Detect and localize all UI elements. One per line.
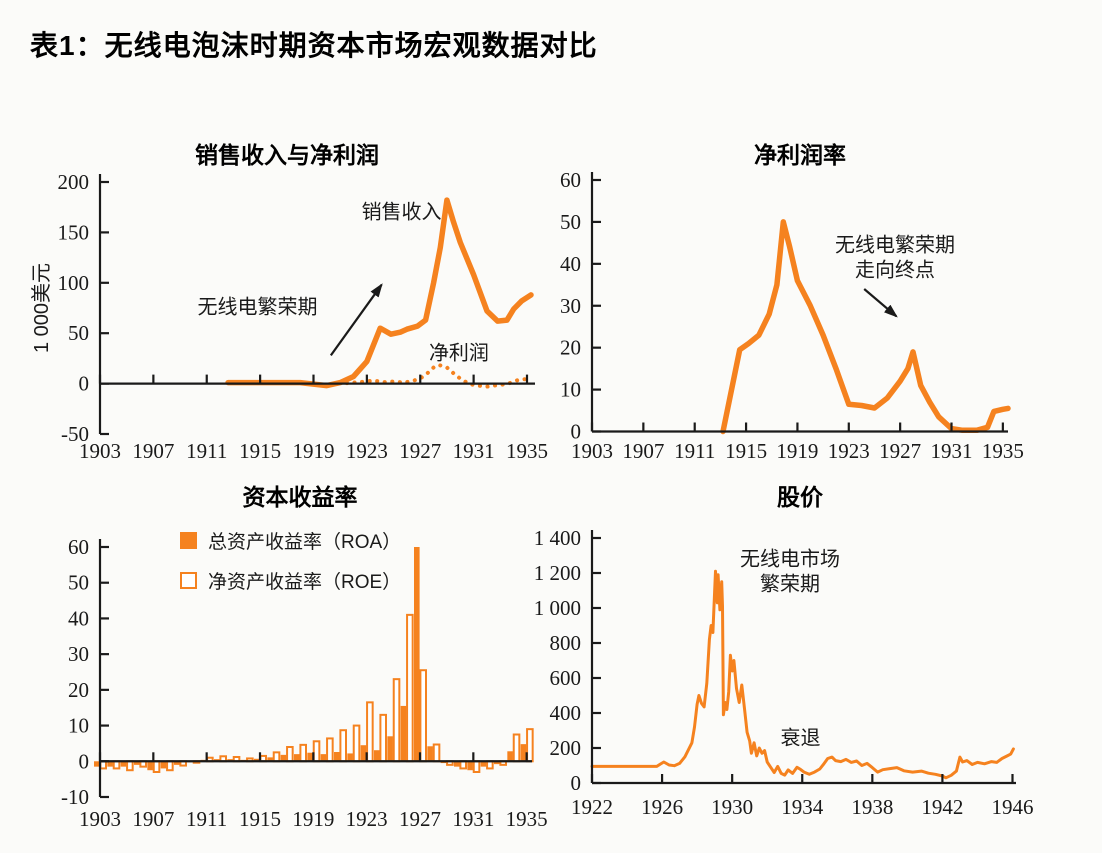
svg-text:1919: 1919	[292, 807, 334, 831]
svg-text:1927: 1927	[879, 439, 921, 463]
svg-text:1 000美元: 1 000美元	[30, 263, 53, 353]
svg-text:1927: 1927	[399, 807, 441, 831]
svg-text:10: 10	[560, 378, 581, 402]
svg-text:100: 100	[58, 271, 90, 295]
svg-text:1923: 1923	[346, 439, 388, 463]
annotation-boom-ending-line1: 无线电繁荣期	[835, 234, 955, 257]
svg-text:0: 0	[571, 420, 582, 444]
svg-text:1919: 1919	[776, 439, 818, 463]
svg-text:20: 20	[560, 336, 581, 360]
svg-text:1 000: 1 000	[534, 596, 581, 620]
legend-item-roe: 净资产收益率（ROE）	[180, 567, 401, 594]
svg-text:1 400: 1 400	[534, 526, 581, 550]
svg-text:1927: 1927	[399, 439, 441, 463]
chart-title-sales-net-profit: 销售收入与净利润	[195, 142, 379, 168]
annotation-recession: 衰退	[780, 727, 821, 750]
chart-title-net-profit-margin: 净利润率	[754, 142, 846, 168]
svg-text:1903: 1903	[571, 439, 613, 463]
svg-text:0: 0	[79, 749, 90, 773]
chart-title-stock-price: 股价	[777, 484, 823, 510]
annotation-radio-market-line2: 繁荣期	[759, 573, 820, 596]
svg-text:1911: 1911	[186, 439, 227, 463]
svg-text:1911: 1911	[674, 439, 715, 463]
legend-item-roa: 总资产收益率（ROA）	[180, 527, 401, 554]
svg-text:1931: 1931	[452, 807, 494, 831]
roe-hollow-swatch-icon	[180, 572, 197, 589]
svg-text:1942: 1942	[921, 795, 963, 819]
svg-text:400: 400	[550, 701, 582, 725]
svg-text:60: 60	[560, 168, 581, 192]
svg-text:1938: 1938	[851, 795, 893, 819]
annotation-net-profit: 净利润	[428, 342, 489, 365]
legend: 总资产收益率（ROA） 净资产收益率（ROE）	[180, 527, 401, 594]
annotation-radio-market-line1: 无线电市场	[739, 548, 840, 571]
svg-text:-50: -50	[61, 422, 89, 446]
annotation-sales-revenue: 销售收入	[361, 201, 442, 224]
svg-text:0: 0	[79, 372, 90, 396]
svg-text:50: 50	[68, 571, 89, 595]
svg-text:1922: 1922	[571, 795, 613, 819]
svg-text:1919: 1919	[292, 439, 334, 463]
svg-text:30: 30	[68, 642, 89, 666]
svg-text:800: 800	[550, 631, 582, 655]
svg-text:1923: 1923	[828, 439, 870, 463]
roa-filled-swatch-icon	[180, 532, 197, 549]
svg-text:1935: 1935	[982, 439, 1024, 463]
svg-text:1911: 1911	[186, 807, 227, 831]
legend-label-roe: 净资产收益率（ROE）	[208, 572, 402, 593]
svg-text:200: 200	[550, 736, 582, 760]
svg-text:1915: 1915	[725, 439, 767, 463]
svg-text:1903: 1903	[79, 807, 121, 831]
svg-text:40: 40	[560, 252, 581, 276]
svg-text:30: 30	[560, 294, 581, 318]
legend-label-roa: 总资产收益率（ROA）	[208, 532, 402, 553]
svg-text:-10: -10	[61, 785, 89, 809]
svg-text:0: 0	[571, 771, 582, 795]
page-title: 表1：无线电泡沫时期资本市场宏观数据对比	[30, 30, 598, 61]
svg-text:50: 50	[68, 321, 89, 345]
svg-text:1931: 1931	[931, 439, 973, 463]
svg-text:600: 600	[550, 666, 582, 690]
svg-text:1907: 1907	[132, 807, 174, 831]
svg-text:1915: 1915	[239, 439, 281, 463]
svg-text:1935: 1935	[506, 807, 548, 831]
annotation-radio-boom: 无线电繁荣期	[197, 296, 318, 319]
svg-text:60: 60	[68, 535, 89, 559]
svg-text:10: 10	[68, 714, 89, 738]
chart-title-return-on-capital: 资本收益率	[242, 484, 358, 510]
svg-text:1 200: 1 200	[534, 561, 581, 585]
svg-text:20: 20	[68, 678, 89, 702]
svg-text:1907: 1907	[622, 439, 664, 463]
svg-text:1907: 1907	[132, 439, 174, 463]
svg-text:1930: 1930	[711, 795, 753, 819]
svg-text:1934: 1934	[781, 795, 824, 819]
svg-text:200: 200	[58, 170, 90, 194]
svg-text:1923: 1923	[346, 807, 388, 831]
svg-text:1935: 1935	[506, 439, 548, 463]
svg-text:50: 50	[560, 210, 581, 234]
svg-text:40: 40	[68, 606, 89, 630]
svg-text:1926: 1926	[641, 795, 683, 819]
svg-text:1946: 1946	[991, 795, 1033, 819]
svg-text:1903: 1903	[79, 439, 121, 463]
annotation-boom-ending-line2: 走向终点	[855, 259, 935, 282]
svg-text:1915: 1915	[239, 807, 281, 831]
svg-text:150: 150	[58, 220, 90, 244]
svg-text:1931: 1931	[453, 439, 495, 463]
